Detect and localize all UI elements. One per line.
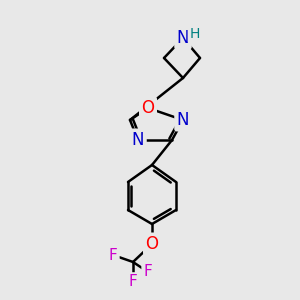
Text: F: F xyxy=(144,265,152,280)
Text: F: F xyxy=(129,274,137,290)
Text: H: H xyxy=(190,27,200,41)
Text: F: F xyxy=(109,248,117,262)
Text: N: N xyxy=(177,29,189,47)
Text: N: N xyxy=(177,111,189,129)
Text: O: O xyxy=(142,99,154,117)
Text: O: O xyxy=(146,235,158,253)
Text: N: N xyxy=(132,131,144,149)
